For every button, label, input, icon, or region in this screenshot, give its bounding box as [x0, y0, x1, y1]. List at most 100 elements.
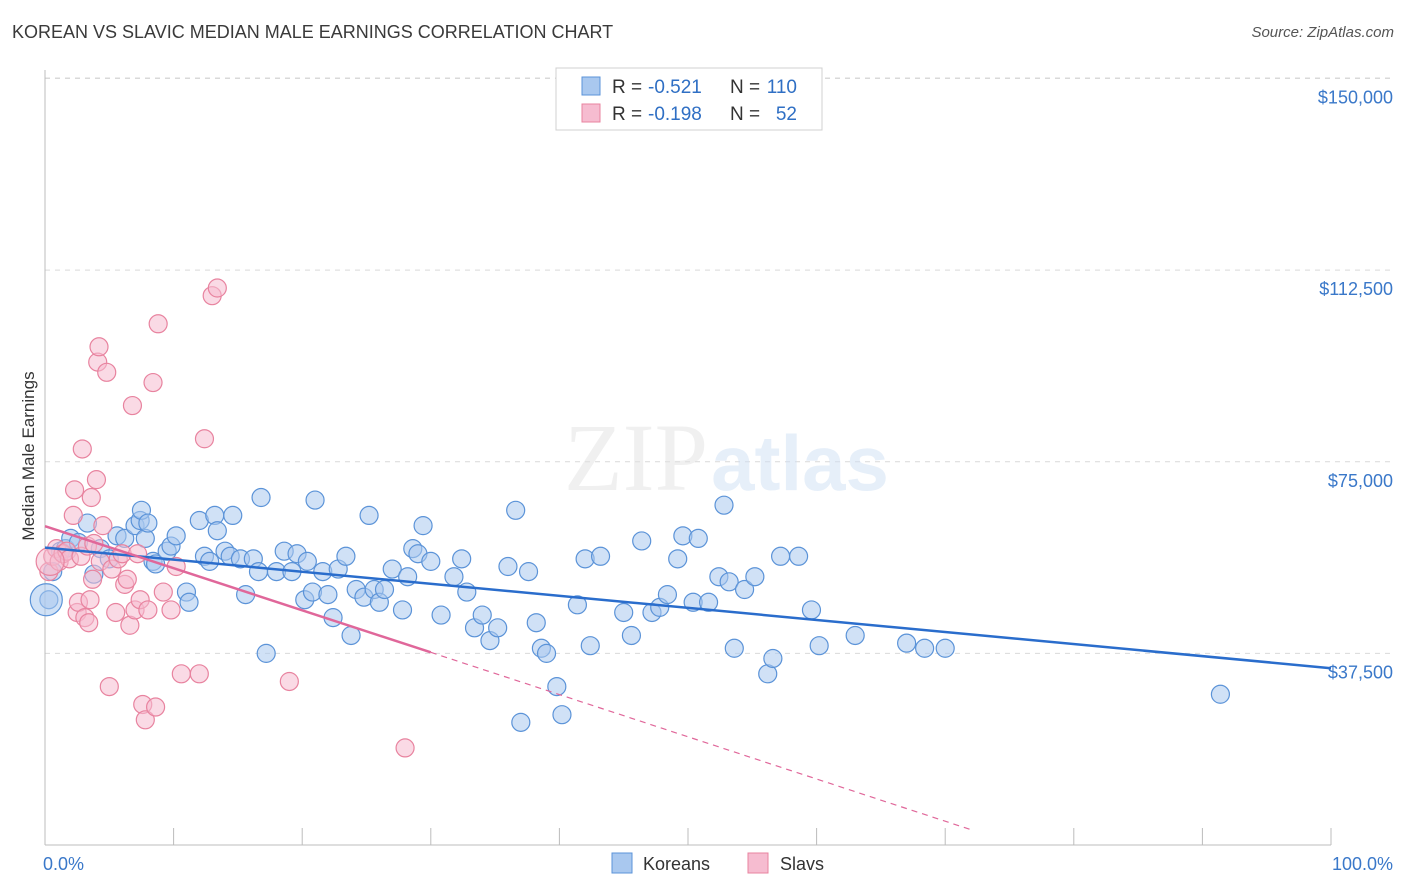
korean-point-99 — [719, 572, 739, 592]
korean-point-104 — [763, 648, 783, 669]
korean-point-54 — [359, 505, 379, 526]
korean-point-64 — [421, 551, 441, 571]
korean-point-63 — [413, 516, 433, 536]
slav-point-16 — [80, 590, 100, 610]
legend-slav-r-label: R = — [612, 104, 647, 125]
korean-point-86 — [614, 602, 634, 623]
korean-point-70 — [472, 605, 492, 625]
korean-point-98 — [714, 495, 734, 515]
y-axis-label: Median Male Earnings — [19, 371, 38, 540]
korean-point-88 — [632, 531, 652, 551]
korean-point-43 — [297, 551, 317, 571]
korean-point-23 — [179, 592, 199, 612]
korean-point-87 — [621, 625, 642, 646]
korean-point-91 — [657, 585, 678, 605]
y-tick-label-0: $37,500 — [1328, 662, 1393, 682]
slav-point-15 — [79, 613, 99, 633]
legend-korean-swatch — [581, 76, 601, 96]
slav-point-47 — [171, 664, 191, 684]
korean-point-101 — [734, 579, 755, 600]
y-tick-label-2: $112,500 — [1319, 279, 1393, 299]
legend-slav-swatch — [581, 103, 601, 123]
slav-point-45 — [161, 600, 181, 620]
slav-point-cluster — [35, 546, 65, 576]
slav-point-22 — [89, 337, 109, 357]
slav-point-42 — [145, 697, 166, 717]
slav-point-24 — [93, 516, 113, 536]
y-tick-labels: $37,500 $75,000 $112,500 $150,000 — [1318, 88, 1393, 683]
y-tick-label-3: $150,000 — [1318, 88, 1393, 108]
legend-slav-n-value: 52 — [776, 104, 797, 125]
korean-point-96 — [698, 592, 719, 612]
watermark-zip: ZIP — [564, 404, 708, 511]
korean-point-84 — [580, 636, 600, 656]
korean-point-106 — [788, 546, 809, 566]
slav-point-53 — [395, 738, 415, 758]
series-legend: Koreans Slavs — [611, 852, 824, 874]
slav-point-41 — [143, 372, 163, 393]
korean-point-102 — [745, 567, 765, 587]
slav-points — [35, 278, 415, 758]
legend-korean-r-value: -0.521 — [648, 77, 702, 98]
slav-point-43 — [148, 314, 168, 334]
legend-koreans-swatch — [611, 852, 633, 874]
korean-point-109 — [845, 625, 865, 646]
korean-point-100 — [724, 638, 744, 658]
slav-point-34 — [122, 395, 143, 416]
legend-korean-n-label: N = — [730, 77, 765, 98]
korean-point-113 — [1210, 684, 1231, 704]
chart-source: Source: ZipAtlas.com — [1251, 24, 1394, 41]
korean-point-50 — [336, 546, 356, 566]
slav-point-48 — [189, 664, 209, 684]
korean-point-37 — [256, 643, 276, 663]
legend-slav-r-value: -0.198 — [648, 104, 702, 125]
slav-point-44 — [153, 582, 173, 602]
slav-point-40 — [138, 600, 158, 620]
slav-trend-line — [44, 524, 432, 654]
legend-slavs-swatch — [747, 852, 769, 874]
slav-point-51 — [207, 278, 227, 298]
x-tick-marks — [173, 828, 1332, 845]
korean-point-35 — [248, 562, 269, 582]
korean-point-45 — [305, 490, 325, 510]
slav-point-7 — [63, 505, 83, 526]
slav-point-12 — [72, 439, 92, 459]
slav-point-25 — [97, 362, 117, 382]
slav-point-18 — [82, 569, 103, 589]
korean-point-81 — [552, 705, 572, 725]
korean-point-95 — [688, 528, 708, 549]
korean-point-cluster — [29, 583, 63, 617]
korean-point-58 — [382, 559, 402, 579]
trend-lines — [44, 524, 1332, 831]
slav-point-20 — [86, 470, 107, 490]
legend-koreans-label: Koreans — [643, 854, 710, 874]
korean-point-36 — [251, 487, 271, 508]
korean-point-107 — [801, 600, 822, 620]
korean-point-67 — [452, 549, 472, 569]
korean-point-72 — [488, 618, 508, 638]
slav-point-8 — [64, 480, 85, 500]
korean-point-76 — [518, 562, 539, 582]
slav-point-49 — [194, 429, 215, 449]
korean-point-21 — [166, 526, 186, 546]
watermark: ZIP atlas — [564, 404, 889, 511]
korean-point-77 — [526, 613, 546, 633]
korean-point-31 — [223, 505, 243, 526]
korean-point-75 — [511, 712, 531, 732]
slav-point-32 — [117, 569, 137, 589]
korean-point-111 — [915, 638, 935, 658]
slav-trend-line-extension — [430, 651, 972, 831]
korean-point-82 — [567, 595, 588, 615]
korean-point-66 — [444, 567, 464, 587]
korean-point-85 — [590, 546, 611, 566]
korean-trend-line — [44, 546, 1332, 670]
korean-point-92 — [668, 549, 688, 569]
korean-points — [29, 487, 1231, 732]
legend-slav-n-label: N = — [730, 104, 765, 125]
slav-point-39 — [135, 710, 155, 730]
chart-title: KOREAN VS SLAVIC MEDIAN MALE EARNINGS CO… — [12, 22, 614, 42]
korean-point-65 — [431, 605, 451, 625]
korean-point-16 — [138, 513, 158, 533]
legend-slavs-label: Slavs — [780, 854, 824, 874]
korean-point-74 — [506, 500, 526, 520]
